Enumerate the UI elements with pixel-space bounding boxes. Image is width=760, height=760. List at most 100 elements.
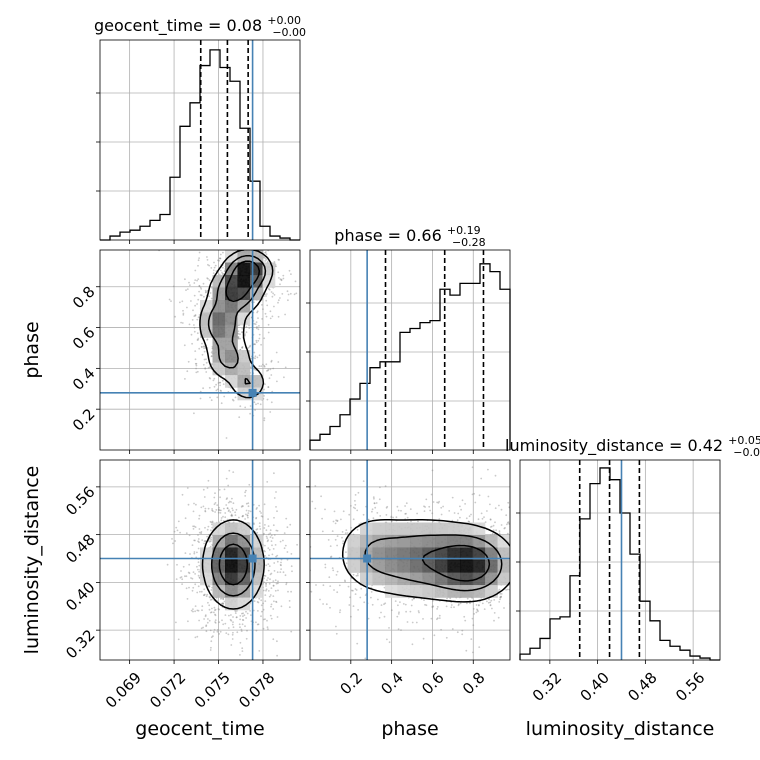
- sample-point: [203, 350, 206, 353]
- sample-point: [275, 491, 277, 493]
- sample-point: [168, 298, 171, 301]
- panel-phase-hist: phase = 0.66 +0.19 −0.28: [306, 224, 511, 454]
- sample-point: [513, 487, 515, 489]
- sample-point: [213, 266, 216, 269]
- sample-point: [430, 493, 433, 496]
- sample-point: [275, 506, 277, 508]
- sample-point: [547, 583, 549, 585]
- sample-point: [262, 308, 264, 311]
- sample-point: [480, 512, 483, 515]
- sample-point: [242, 248, 244, 250]
- sample-point: [210, 589, 213, 591]
- sample-point: [230, 248, 232, 250]
- sample-point: [213, 503, 216, 506]
- sample-point: [266, 398, 269, 401]
- sample-point: [431, 469, 434, 472]
- sample-point: [356, 642, 359, 645]
- sample-point: [269, 578, 271, 581]
- sample-point: [203, 358, 206, 361]
- sample-point: [285, 583, 288, 586]
- sample-point: [213, 385, 216, 388]
- sample-point: [518, 582, 520, 584]
- sample-point: [329, 556, 332, 559]
- density-cell: [460, 560, 473, 573]
- sample-point: [210, 646, 212, 649]
- sample-point: [417, 610, 420, 612]
- sample-point: [253, 401, 256, 404]
- sample-point: [357, 491, 360, 494]
- sample-point: [505, 589, 507, 591]
- sample-point: [487, 468, 489, 471]
- x-tick-label-3: 0.078: [235, 669, 278, 712]
- sample-point: [506, 588, 509, 591]
- sample-point: [193, 539, 196, 542]
- sample-point: [227, 627, 230, 629]
- panel-luminosity-distance-vs-phase: 0.2 0.4 0.6 0.8 phase: [284, 459, 549, 740]
- sample-point: [196, 279, 199, 282]
- density-cell: [262, 275, 276, 288]
- density-cell: [237, 387, 251, 401]
- sample-point: [210, 536, 213, 539]
- sample-point: [256, 507, 258, 509]
- sample-point: [267, 331, 270, 334]
- sample-point: [210, 297, 213, 300]
- sample-point: [301, 569, 303, 571]
- density-cell: [372, 522, 386, 536]
- density-cell: [225, 312, 238, 326]
- x-ticks: 0.069 0.072 0.075 0.078: [102, 660, 278, 712]
- sample-point: [207, 507, 210, 510]
- sample-point: [338, 584, 341, 587]
- sample-point: [286, 290, 289, 293]
- density-cell: [237, 572, 251, 586]
- y-tick-label-2: 0.6: [69, 323, 99, 353]
- sample-point: [216, 388, 219, 391]
- sample-point: [438, 518, 441, 520]
- sample-point: [459, 602, 462, 605]
- sample-point: [267, 323, 270, 326]
- sample-point: [237, 337, 240, 340]
- sample-point: [303, 585, 305, 587]
- sample-point: [523, 552, 525, 554]
- sample-point: [468, 515, 471, 518]
- sample-point: [508, 523, 510, 525]
- sample-point: [192, 610, 194, 613]
- sample-point: [281, 247, 283, 249]
- density-cell: [385, 547, 398, 561]
- sample-point: [208, 279, 211, 282]
- sample-point: [248, 668, 250, 670]
- sample-point: [287, 590, 289, 593]
- sample-point: [465, 517, 468, 520]
- sample-point: [213, 606, 216, 609]
- sample-point: [182, 309, 184, 312]
- sample-point: [284, 587, 286, 589]
- sample-point: [263, 395, 265, 397]
- sample-point: [192, 525, 195, 528]
- density-cell: [422, 535, 436, 548]
- sample-point: [265, 535, 268, 538]
- sample-point: [232, 621, 234, 623]
- truth-marker: [363, 554, 372, 563]
- title-minus: −0.00: [272, 26, 306, 39]
- sample-point: [270, 603, 273, 606]
- sample-point: [430, 617, 433, 620]
- sample-point: [213, 377, 216, 380]
- sample-point: [253, 368, 256, 371]
- density-cell: [225, 262, 238, 276]
- sample-point: [354, 503, 357, 506]
- sample-point: [256, 528, 259, 530]
- panel-geocent-time-hist: geocent_time = 0.08 +0.00 −0.00: [94, 14, 306, 244]
- sample-point: [187, 360, 190, 363]
- sample-point: [256, 356, 259, 359]
- sample-point: [402, 603, 405, 605]
- sample-point: [492, 529, 495, 532]
- sample-point: [194, 269, 197, 272]
- sample-point: [383, 603, 385, 606]
- sample-point: [354, 500, 356, 502]
- sample-point: [245, 243, 247, 245]
- title-prefix: luminosity_distance = 0.42: [505, 436, 723, 456]
- sample-point: [244, 625, 246, 628]
- sample-point: [273, 305, 275, 308]
- sample-point: [270, 572, 273, 575]
- sample-point: [276, 529, 279, 532]
- sample-point: [212, 379, 215, 382]
